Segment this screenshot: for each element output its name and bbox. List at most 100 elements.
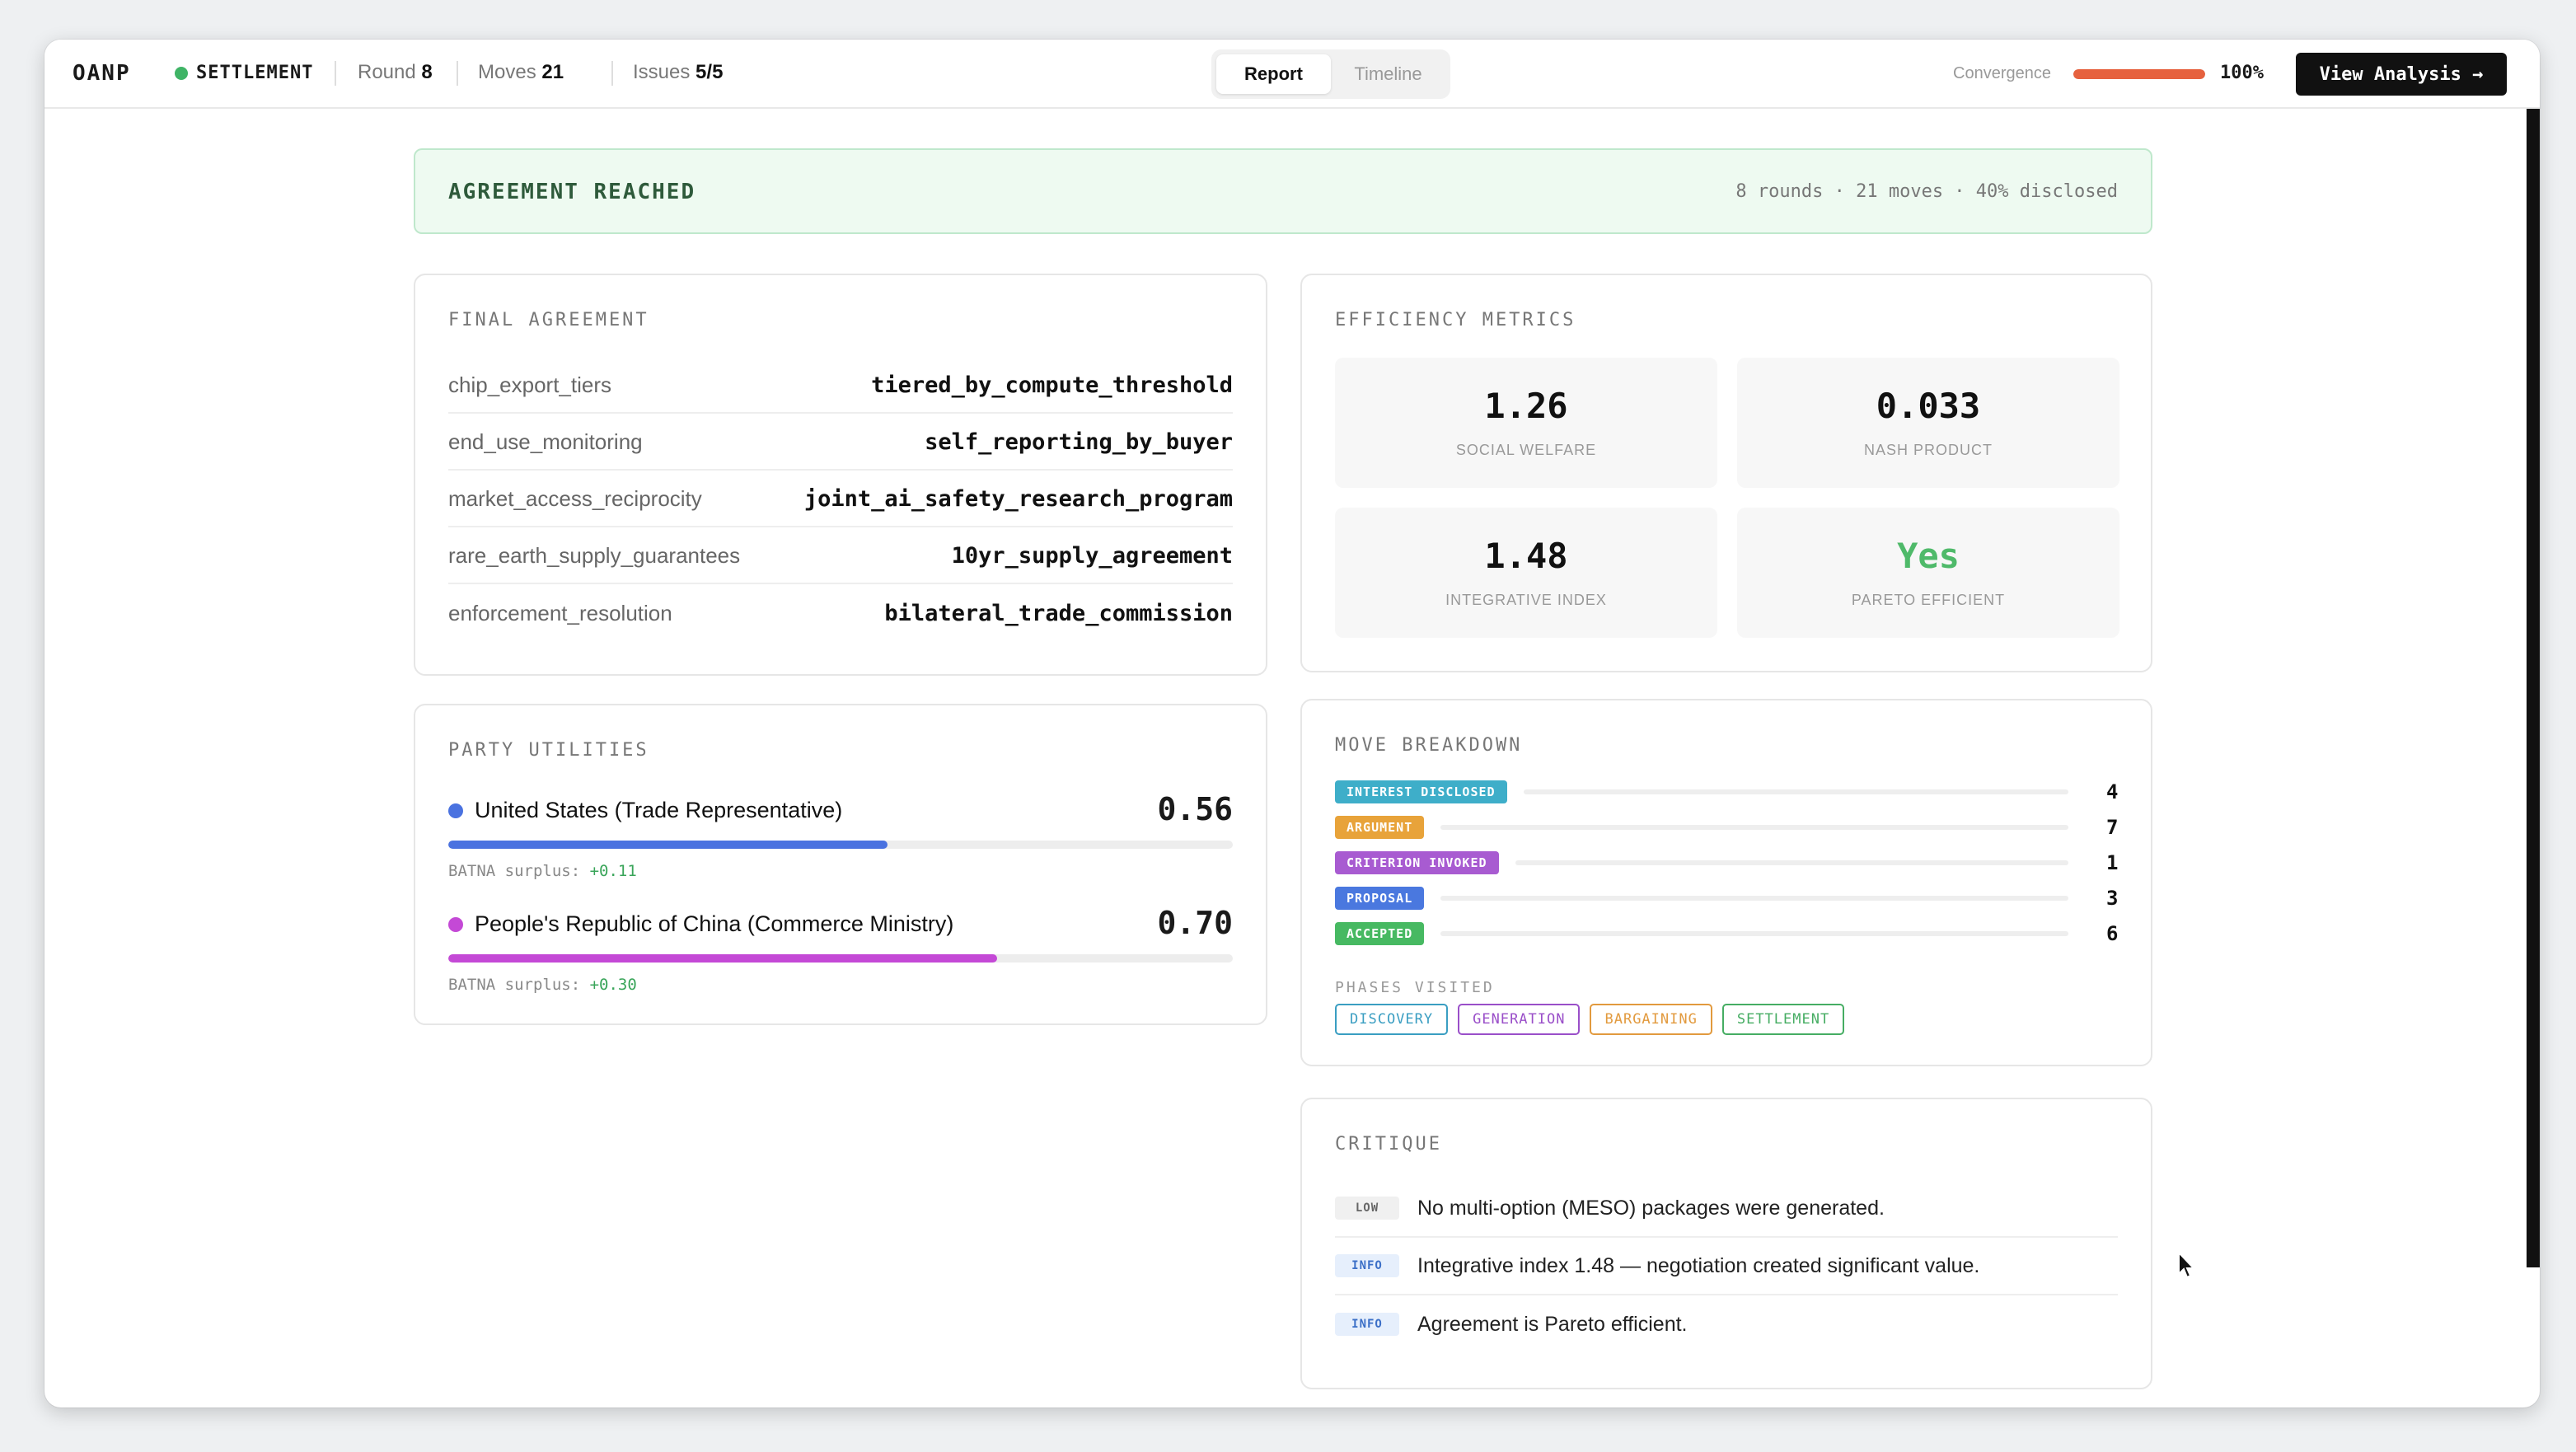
mouse-cursor-icon	[2178, 1251, 2196, 1279]
metric-value: 0.033	[1876, 386, 1981, 426]
card-title: PARTY UTILITIES	[448, 740, 649, 761]
severity-badge: INFO	[1335, 1313, 1399, 1336]
final-agreement-card: FINAL AGREEMENT chip_export_tiers tiered…	[414, 274, 1267, 676]
tab-timeline[interactable]: Timeline	[1354, 63, 1422, 84]
agreement-row: end_use_monitoring self_reporting_by_buy…	[448, 415, 1233, 471]
status-indicator: SETTLEMENT	[175, 63, 313, 83]
move-bar	[1440, 931, 2068, 936]
party-name: People's Republic of China (Commerce Min…	[448, 911, 953, 937]
move-type-badge: ARGUMENT	[1335, 816, 1425, 839]
move-count: 7	[2106, 816, 2119, 839]
metric-value: 1.48	[1484, 536, 1568, 576]
card-title: EFFICIENCY METRICS	[1335, 310, 1576, 330]
move-row: INTEREST DISCLOSED 4	[1335, 780, 2118, 804]
phases-visited-label: PHASES VISITED	[1335, 979, 1495, 996]
phase-tag-bargaining: BARGAINING	[1590, 1004, 1712, 1035]
view-analysis-button[interactable]: View Analysis →	[2296, 53, 2507, 96]
metric-label: SOCIAL WELFARE	[1455, 442, 1597, 458]
batna-surplus: BATNA surplus: +0.30	[448, 976, 637, 994]
party-utility-value: 0.70	[1157, 905, 1233, 941]
utility-bar-fill	[448, 841, 888, 849]
moves-stat: Moves 21	[478, 61, 564, 83]
issue-key: rare_earth_supply_guarantees	[448, 542, 741, 568]
app-window: OANP SETTLEMENT Round 8 Moves 21 Issues …	[44, 40, 2540, 1408]
agreement-row: rare_earth_supply_guarantees 10yr_supply…	[448, 528, 1233, 584]
utility-bar	[448, 954, 1233, 963]
scrollbar[interactable]	[2527, 109, 2540, 1267]
batna-surplus: BATNA surplus: +0.11	[448, 862, 637, 880]
move-row: CRITERION INVOKED 1	[1335, 850, 2118, 875]
severity-badge: LOW	[1335, 1197, 1399, 1220]
app-logo: OANP	[73, 61, 131, 86]
agreement-row: enforcement_resolution bilateral_trade_c…	[448, 585, 1233, 641]
agreement-row: market_access_reciprocity joint_ai_safet…	[448, 471, 1233, 527]
metric-tile: Yes PARETO EFFICIENT	[1737, 508, 2119, 638]
divider	[335, 61, 336, 86]
convergence-bar	[2073, 69, 2205, 79]
banner-title: AGREEMENT REACHED	[448, 180, 696, 204]
card-title: MOVE BREAKDOWN	[1335, 735, 1523, 756]
phase-tag-settlement: SETTLEMENT	[1721, 1004, 1845, 1035]
divider	[457, 61, 458, 86]
party-utilities-card: PARTY UTILITIES United States (Trade Rep…	[414, 704, 1267, 1025]
move-bar	[1440, 896, 2068, 901]
critique-item: LOW No multi-option (MESO) packages were…	[1335, 1180, 2118, 1238]
severity-badge: INFO	[1335, 1254, 1399, 1277]
critique-item: INFO Integrative index 1.48 — negotiatio…	[1335, 1238, 2118, 1295]
critique-item: INFO Agreement is Pareto efficient.	[1335, 1295, 2118, 1353]
issue-value: joint_ai_safety_research_program	[803, 485, 1233, 512]
metric-label: INTEGRATIVE INDEX	[1445, 592, 1607, 608]
banner-meta: 8 rounds · 21 moves · 40% disclosed	[1735, 181, 2118, 202]
metric-tile: 1.26 SOCIAL WELFARE	[1335, 358, 1717, 488]
tab-report[interactable]: Report	[1216, 54, 1331, 94]
move-type-badge: ACCEPTED	[1335, 922, 1425, 945]
move-row: ACCEPTED 6	[1335, 921, 2118, 946]
issue-value: tiered_by_compute_threshold	[871, 372, 1233, 398]
move-count: 4	[2106, 780, 2119, 803]
utility-bar	[448, 841, 1233, 849]
issue-key: enforcement_resolution	[448, 600, 672, 625]
issue-value: bilateral_trade_commission	[884, 600, 1233, 626]
move-type-badge: CRITERION INVOKED	[1335, 851, 1499, 874]
metric-value: 1.26	[1484, 386, 1568, 426]
utility-bar-fill	[448, 954, 998, 963]
metric-label: NASH PRODUCT	[1863, 442, 1993, 458]
move-bar	[1440, 825, 2068, 830]
move-row: ARGUMENT 7	[1335, 815, 2118, 840]
issue-key: market_access_reciprocity	[448, 485, 702, 511]
convergence-bar-fill	[2073, 69, 2205, 79]
metric-tile: 1.48 INTEGRATIVE INDEX	[1335, 508, 1717, 638]
issue-key: chip_export_tiers	[448, 372, 611, 397]
move-type-badge: PROPOSAL	[1335, 887, 1425, 910]
phase-tag-discovery: DISCOVERY	[1335, 1004, 1449, 1035]
issue-value: 10yr_supply_agreement	[951, 542, 1233, 569]
move-count: 6	[2106, 922, 2119, 945]
critique-card: CRITIQUE LOW No multi-option (MESO) pack…	[1300, 1098, 2152, 1389]
issues-stat: Issues 5/5	[633, 61, 724, 83]
divider	[611, 61, 613, 86]
critique-text: No multi-option (MESO) packages were gen…	[1417, 1196, 1885, 1220]
move-bar	[1523, 789, 2068, 794]
metric-tile: 0.033 NASH PRODUCT	[1737, 358, 2119, 488]
party-utility-value: 0.56	[1157, 791, 1233, 827]
metric-value: Yes	[1897, 536, 1960, 576]
move-type-badge: INTEREST DISCLOSED	[1335, 780, 1507, 803]
phase-tag-generation: GENERATION	[1458, 1004, 1581, 1035]
party-dot-icon	[448, 916, 463, 932]
view-tabs: Report Timeline	[1211, 49, 1450, 99]
agreement-row: chip_export_tiers tiered_by_compute_thre…	[448, 358, 1233, 414]
top-bar: OANP SETTLEMENT Round 8 Moves 21 Issues …	[44, 40, 2540, 109]
agreement-banner: AGREEMENT REACHED 8 rounds · 21 moves · …	[414, 148, 2152, 234]
status-label: SETTLEMENT	[196, 63, 314, 83]
round-stat: Round 8	[358, 61, 433, 83]
efficiency-metrics-card: EFFICIENCY METRICS 1.26 SOCIAL WELFARE 0…	[1300, 274, 2152, 672]
move-bar	[1515, 860, 2068, 865]
move-count: 3	[2106, 887, 2119, 910]
status-dot-icon	[175, 66, 188, 80]
metric-label: PARETO EFFICIENT	[1851, 592, 2006, 608]
party-dot-icon	[448, 803, 463, 818]
issue-key: end_use_monitoring	[448, 429, 643, 454]
critique-text: Agreement is Pareto efficient.	[1417, 1312, 1688, 1336]
party-name: United States (Trade Representative)	[448, 798, 842, 823]
card-title: FINAL AGREEMENT	[448, 310, 649, 330]
